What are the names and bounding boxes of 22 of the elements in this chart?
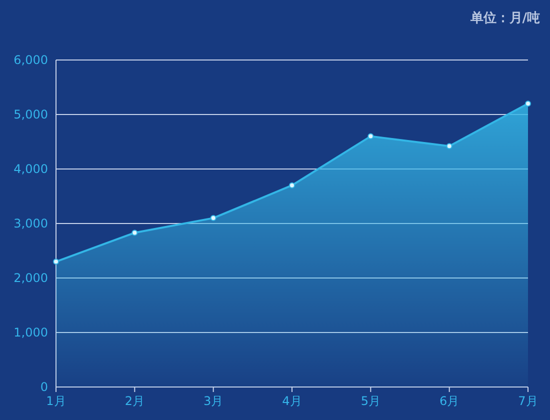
point xyxy=(368,133,374,140)
point xyxy=(289,182,295,188)
x-tick-label: 6月 xyxy=(440,394,460,408)
y-axis-title: 单位：月/吨 xyxy=(469,10,540,26)
x-tick-label: 7月 xyxy=(518,394,538,408)
y-tick-label: 4,000 xyxy=(14,162,48,176)
point xyxy=(446,143,452,150)
y-tick-label: 3,000 xyxy=(14,216,48,230)
y-tick-label: 0 xyxy=(40,380,48,394)
x-tick-label: 5月 xyxy=(360,394,380,408)
x-tick-label: 2月 xyxy=(124,394,144,408)
y-tick-label: 6,000 xyxy=(14,53,48,67)
point xyxy=(210,215,216,222)
y-tick-label: 1,000 xyxy=(14,326,48,340)
x-tick-label: 1月 xyxy=(46,394,66,408)
point xyxy=(53,258,59,265)
y-tick-label: 2,000 xyxy=(14,271,48,285)
point xyxy=(132,230,138,236)
x-tick-label: 4月 xyxy=(282,394,302,408)
x-tick-label: 3月 xyxy=(204,394,224,408)
point xyxy=(525,100,531,107)
y-tick-label: 5,000 xyxy=(14,108,48,122)
